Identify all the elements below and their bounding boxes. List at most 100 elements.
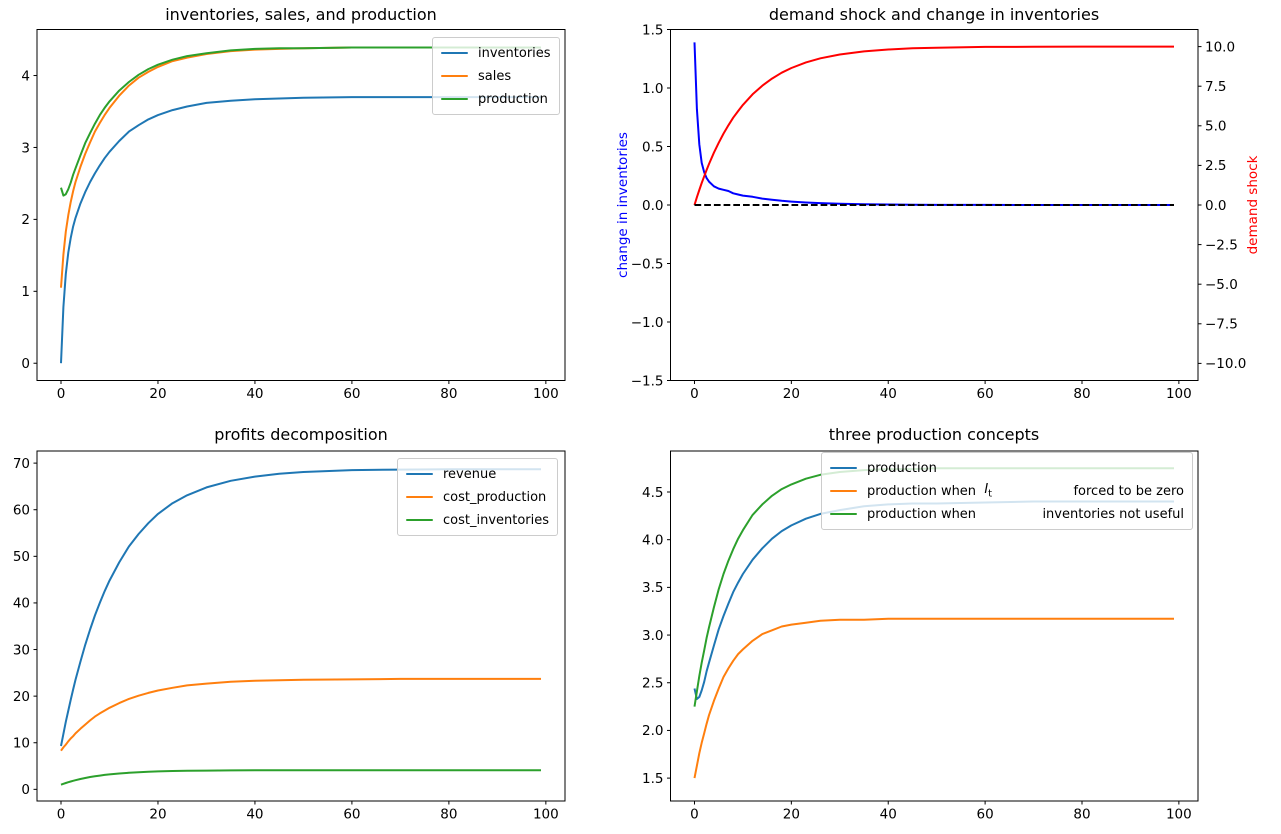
x-tick-label: 20 (149, 807, 166, 823)
legend-line-swatch (441, 74, 468, 78)
y-tick-label: −1.5 (631, 373, 664, 389)
y-tick-label: −0.5 (631, 256, 664, 272)
right-y-tick-label: 2.5 (1205, 158, 1226, 174)
y-tick-label: 10 (13, 736, 30, 752)
series-line-change-in-inventories (693, 42, 1174, 206)
x-tick-label: 0 (690, 807, 699, 823)
legend-label: cost_inventories (443, 512, 550, 528)
x-tick-label: 100 (1166, 807, 1192, 823)
legend-entry: revenue (406, 464, 549, 484)
series-line-cost-inventories (60, 769, 541, 786)
x-tick-label: 20 (783, 386, 800, 402)
plot-title-profits-decomposition: profits decomposition (214, 425, 388, 444)
x-tick-label: 40 (246, 807, 263, 823)
y-tick-label: 40 (13, 596, 30, 612)
legend-label: sales (478, 68, 512, 84)
legend-label: revenue (443, 466, 497, 482)
y-tick-label: 3.0 (642, 628, 663, 644)
x-tick-label: 80 (440, 807, 457, 823)
y-axis-label-left: change in inventories (615, 132, 631, 278)
legend-line-swatch (830, 489, 857, 493)
legend-math-symbol: It (984, 482, 993, 500)
x-tick-label: 60 (977, 386, 994, 402)
legend-line-swatch (830, 466, 857, 470)
legend: inventories sales production (432, 37, 560, 115)
legend-entry: cost_inventories (406, 510, 549, 530)
legend-line-swatch (441, 51, 468, 55)
x-tick-label: 100 (1166, 386, 1192, 402)
series-line-revenue (60, 468, 541, 747)
legend-label: production (867, 460, 937, 476)
right-y-tick-label: 5.0 (1205, 119, 1226, 135)
y-tick-label: 0 (21, 356, 30, 372)
x-tick-label: 60 (977, 807, 994, 823)
right-y-tick-label: −5.0 (1205, 277, 1238, 293)
x-tick-label: 40 (246, 386, 263, 402)
x-tick-label: 80 (1073, 386, 1090, 402)
right-y-tick-label: −2.5 (1205, 237, 1238, 253)
legend-label: inventories not useful (1042, 506, 1184, 522)
x-tick-label: 40 (880, 386, 897, 402)
y-tick-label: 70 (13, 456, 30, 472)
y-tick-label: −1.0 (631, 315, 664, 331)
legend: production production when It forced to be… (821, 452, 1193, 530)
y-tick-label: 20 (13, 689, 30, 705)
legend-label: cost_production (443, 489, 547, 505)
legend-entry: production (830, 458, 1184, 478)
y-tick-label: 4.5 (642, 485, 663, 501)
right-y-tick-label: 0.0 (1205, 198, 1226, 214)
y-tick-label: 4 (21, 68, 30, 84)
legend-label: production when (867, 506, 977, 522)
y-tick-label: 2.5 (642, 676, 663, 692)
y-tick-label: 3 (21, 140, 30, 156)
y-axis-label-right: demand shock (1245, 155, 1261, 254)
legend-entry: sales (441, 66, 551, 86)
series-line-inventories (60, 96, 541, 364)
series-line-production-when-it-forced-to-be-zero (693, 617, 1174, 779)
y-tick-label: 0.0 (642, 198, 663, 214)
y-tick-label: 4.0 (642, 532, 663, 548)
legend-line-swatch (441, 97, 468, 101)
series-line-cost-production (60, 677, 541, 752)
x-tick-label: 100 (533, 386, 559, 402)
right-y-tick-label: 10.0 (1205, 39, 1235, 55)
legend-label: production (478, 91, 548, 107)
legend-label: production when (867, 483, 985, 499)
legend: revenue cost_production cost_inventories (397, 458, 559, 536)
x-tick-label: 0 (57, 807, 66, 823)
x-tick-label: 40 (880, 807, 897, 823)
y-tick-label: 0.5 (642, 139, 663, 155)
x-tick-label: 100 (533, 807, 559, 823)
legend-label: inventories (478, 45, 551, 61)
series-line-demand-shock (693, 45, 1174, 206)
legend-entry: production (441, 89, 551, 109)
axes-frame (670, 450, 1199, 802)
plot-title-three-production-concepts: three production concepts (828, 425, 1040, 444)
x-tick-label: 20 (149, 386, 166, 402)
y-tick-label: 3.5 (642, 580, 663, 596)
y-tick-label: 0 (21, 782, 30, 798)
y-tick-label: 1 (21, 284, 30, 300)
legend-entry: production when inventories not useful (830, 504, 1184, 524)
y-tick-label: 1.5 (642, 771, 663, 787)
series-line-production (60, 46, 541, 197)
axes-frame (36, 450, 566, 802)
right-y-tick-label: −7.5 (1205, 317, 1238, 333)
right-y-tick-label: −10.0 (1205, 356, 1246, 372)
series-line-production (693, 500, 1174, 700)
legend-entry: production when It forced to be zero (830, 481, 1184, 501)
legend-line-swatch (830, 512, 857, 516)
legend-line-swatch (406, 472, 433, 476)
x-tick-label: 20 (783, 807, 800, 823)
x-tick-label: 0 (690, 386, 699, 402)
legend-label: forced to be zero (1073, 483, 1184, 499)
y-tick-label: 1.0 (642, 81, 663, 97)
y-tick-label: 50 (13, 549, 30, 565)
right-y-tick-label: 7.5 (1205, 79, 1226, 95)
x-tick-label: 0 (57, 386, 66, 402)
y-tick-label: 2.0 (642, 723, 663, 739)
legend-line-swatch (406, 518, 433, 522)
plot-title-demand-shock-change-in-inventories: demand shock and change in inventories (768, 5, 1100, 24)
